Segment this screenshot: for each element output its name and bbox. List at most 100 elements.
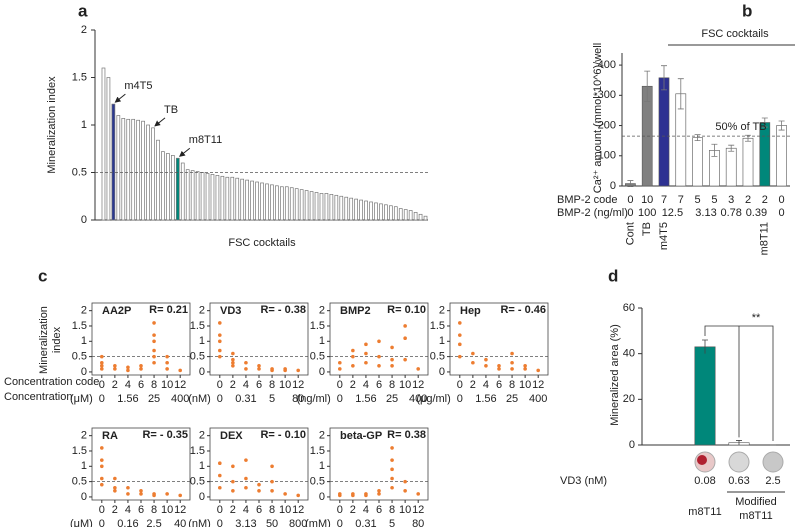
y-tick-label: 2 <box>319 430 325 442</box>
x-tick-label: 8 <box>151 504 157 516</box>
point <box>113 476 117 481</box>
point <box>113 485 117 490</box>
x-tick-label: 8 <box>151 379 157 391</box>
conc-value: 3.13 <box>695 207 716 219</box>
unit-label: (ng/ml) <box>297 393 331 405</box>
point <box>497 367 501 371</box>
y-tick-label: 1.5 <box>72 71 87 83</box>
point <box>244 367 248 371</box>
bar <box>369 201 373 221</box>
point <box>244 360 248 365</box>
code-value: 7 <box>661 194 667 206</box>
x-tick-label: 4 <box>483 379 489 391</box>
point <box>270 464 274 469</box>
error-bar <box>761 117 768 128</box>
x-tick-label: 0 <box>337 379 343 391</box>
conc-tick-label: 0 <box>337 393 343 405</box>
y-tick-label: 2 <box>319 305 325 317</box>
bar <box>151 127 155 221</box>
conc-value: 0 <box>627 207 633 219</box>
bar <box>161 151 165 221</box>
x-tick-label: 0 <box>337 504 343 516</box>
x-tick-label: 6 <box>138 504 144 516</box>
code-value: 5 <box>695 194 701 206</box>
bar <box>384 204 388 221</box>
point <box>231 364 235 368</box>
point <box>458 333 462 337</box>
point <box>100 458 104 462</box>
unit-label: (nM) <box>188 518 211 527</box>
bar <box>240 178 245 221</box>
y-tick-label: 1 <box>319 460 325 472</box>
y-tick-label: 1 <box>439 335 445 347</box>
bar <box>171 155 175 221</box>
point <box>244 476 248 481</box>
point <box>471 360 475 365</box>
point <box>100 482 104 487</box>
x-tick-label: 4 <box>363 504 369 516</box>
unit-label: (nM) <box>188 393 211 405</box>
conc-tick-label: 800 <box>289 518 307 527</box>
point <box>178 493 182 498</box>
point <box>100 446 104 450</box>
conc-tick-label: 50 <box>266 518 278 527</box>
conc-tick-label: 5 <box>389 518 395 527</box>
bar <box>354 198 358 221</box>
point <box>403 357 407 362</box>
point <box>270 489 274 493</box>
point <box>390 357 394 362</box>
y-tick-label: 1 <box>81 460 87 472</box>
point <box>244 485 248 490</box>
point <box>351 354 355 359</box>
bar <box>284 186 289 221</box>
bar <box>141 120 145 221</box>
subplot-title: VD3 <box>220 305 241 317</box>
x-tick-label: 0 <box>99 504 105 516</box>
x-tick-label: 2 <box>350 379 356 391</box>
x-tick-label: 8 <box>269 504 275 516</box>
annotation-arrow <box>154 117 166 127</box>
y-tick-label: 1 <box>81 335 87 347</box>
conc-tick-label: 1.56 <box>355 393 376 405</box>
significance-bracket <box>704 325 774 441</box>
conc-tick-label: 25 <box>148 393 160 405</box>
x-tick-label: 4 <box>363 379 369 391</box>
conc-tick-label: 0 <box>457 393 463 405</box>
bar <box>131 118 136 221</box>
bar <box>319 193 324 221</box>
x-tick-label: 12 <box>292 504 304 516</box>
y-tick-label: 300 <box>598 89 616 101</box>
y-tick-label: 0 <box>81 491 87 503</box>
point <box>484 357 488 362</box>
bar <box>324 193 329 221</box>
row-label: BMP-2 code <box>557 194 618 206</box>
point <box>390 476 394 481</box>
bar <box>280 186 284 221</box>
code-row-label: Concentration code <box>4 376 99 388</box>
x-tick-label: 0 <box>457 379 463 391</box>
bar <box>175 157 180 221</box>
point <box>403 336 407 341</box>
y-tick-label: 0 <box>319 366 325 378</box>
y-tick-label: 0 <box>199 491 205 503</box>
conc-tick-label: 80 <box>292 393 304 405</box>
point <box>377 354 381 359</box>
point <box>510 360 514 365</box>
y-tick-label: 0 <box>439 366 445 378</box>
point <box>152 354 156 359</box>
conc-tick-label: 400 <box>529 393 547 405</box>
error-bar <box>694 134 701 142</box>
point <box>257 367 261 371</box>
bar <box>156 139 160 221</box>
x-tick-label: 6 <box>496 379 502 391</box>
error-bar <box>627 180 634 188</box>
y-tick-label: 0.5 <box>72 476 87 488</box>
conc-value: 100 <box>638 207 656 219</box>
bar <box>166 153 170 221</box>
x-tick-label: TB <box>641 222 653 236</box>
point <box>471 351 475 356</box>
bar <box>418 213 423 221</box>
bar <box>359 199 363 221</box>
x-tick-label: 0 <box>99 379 105 391</box>
